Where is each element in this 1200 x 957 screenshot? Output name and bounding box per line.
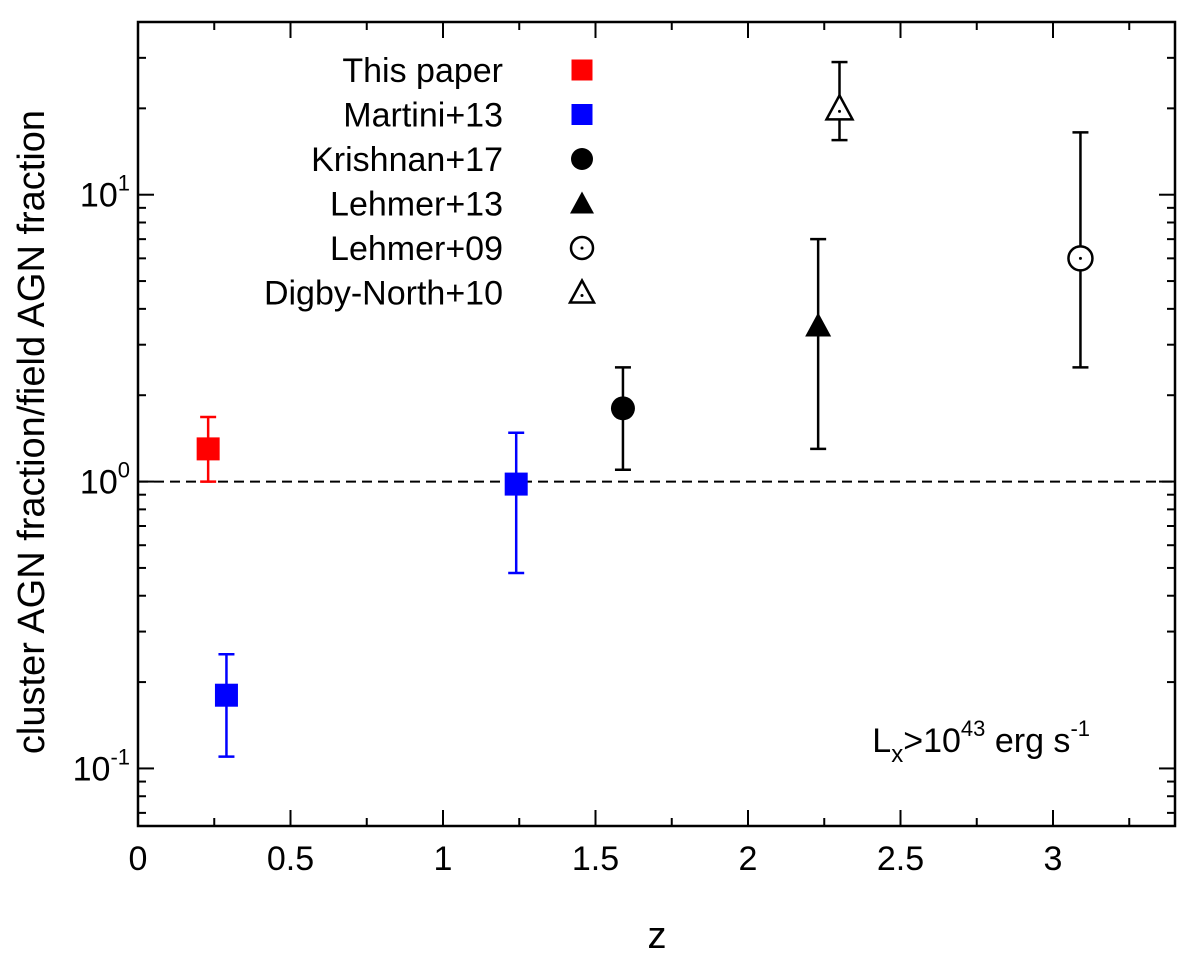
legend-entry: Martini+13 xyxy=(343,97,593,135)
data-point xyxy=(805,312,832,337)
legend-entry: Krishnan+17 xyxy=(311,141,593,179)
series-4 xyxy=(1067,131,1094,369)
y-tick-exponent: 1 xyxy=(118,171,130,196)
legend-label: Lehmer+13 xyxy=(330,186,503,224)
x-tick-label: 1 xyxy=(434,840,453,878)
data-point xyxy=(610,396,635,421)
x-axis-label: z xyxy=(648,915,667,957)
y-axis-label: cluster AGN fraction/field AGN fraction xyxy=(11,110,53,754)
luminosity-annotation: Lx>1043 erg s-1 xyxy=(872,716,1090,768)
data-point xyxy=(196,437,220,461)
series-2 xyxy=(610,366,635,471)
data-point xyxy=(824,92,855,121)
ticks-layer xyxy=(137,21,1175,826)
series-1 xyxy=(214,431,528,758)
legend-label: Lehmer+09 xyxy=(330,230,503,268)
y-tick-exponent: -1 xyxy=(110,744,130,769)
data-point-dot xyxy=(838,109,841,113)
data-marks xyxy=(196,60,1094,758)
annotation-unit: erg s xyxy=(985,722,1070,760)
legend-marker-outline xyxy=(567,277,597,304)
series-0 xyxy=(196,415,220,483)
legend-marker xyxy=(571,59,593,81)
plot-area-frame xyxy=(136,20,1177,828)
data-point xyxy=(214,683,238,707)
x-tick-label: 0.5 xyxy=(267,840,314,878)
legend-label: Digby-North+10 xyxy=(264,275,503,313)
x-tick-label: 2 xyxy=(739,840,758,878)
legend-marker-dot xyxy=(580,294,584,297)
y-tick-base: 10 xyxy=(80,177,118,215)
legend-entry: Digby-North+10 xyxy=(264,275,597,313)
legend-label: This paper xyxy=(342,52,503,90)
legend-marker-dot xyxy=(580,246,584,250)
annotation-unit-exponent: -1 xyxy=(1070,716,1090,741)
legend-marker xyxy=(570,191,594,214)
legend-marker xyxy=(569,235,595,261)
legend-entry: This paper xyxy=(342,52,593,90)
annotation-subscript: x xyxy=(891,741,903,768)
annotation-exponent: 43 xyxy=(961,716,985,741)
x-tick-label: 3 xyxy=(1044,840,1063,878)
data-point xyxy=(1067,245,1094,272)
y-tick-label: 100 xyxy=(80,458,130,502)
legend-label: Martini+13 xyxy=(343,97,503,135)
x-tick-label: 0 xyxy=(129,840,148,878)
y-tick-label: 10-1 xyxy=(73,744,130,788)
x-tick-label: 1.5 xyxy=(572,840,619,878)
data-point-outline xyxy=(824,92,855,121)
legend: This paper Martini+13 Krishnan+17 Lehmer+13… xyxy=(264,52,597,313)
legend-label: Krishnan+17 xyxy=(311,141,503,179)
x-tick-label: 2.5 xyxy=(877,840,924,878)
legend-marker xyxy=(571,148,593,170)
legend-entry: Lehmer+13 xyxy=(330,186,594,224)
y-tick-base: 10 xyxy=(80,464,118,502)
legend-marker xyxy=(567,277,597,304)
data-point-dot xyxy=(1078,256,1082,260)
y-tick-base: 10 xyxy=(73,750,111,788)
y-tick-exponent: 0 xyxy=(118,458,130,483)
y-tick-label: 101 xyxy=(80,171,130,215)
data-point xyxy=(504,472,528,496)
annotation-base: L xyxy=(872,722,891,760)
series-3 xyxy=(805,237,832,451)
legend-marker xyxy=(571,104,593,125)
annotation-mid: >10 xyxy=(903,722,961,760)
legend-entry: Lehmer+09 xyxy=(330,230,595,268)
series-5 xyxy=(824,60,855,142)
